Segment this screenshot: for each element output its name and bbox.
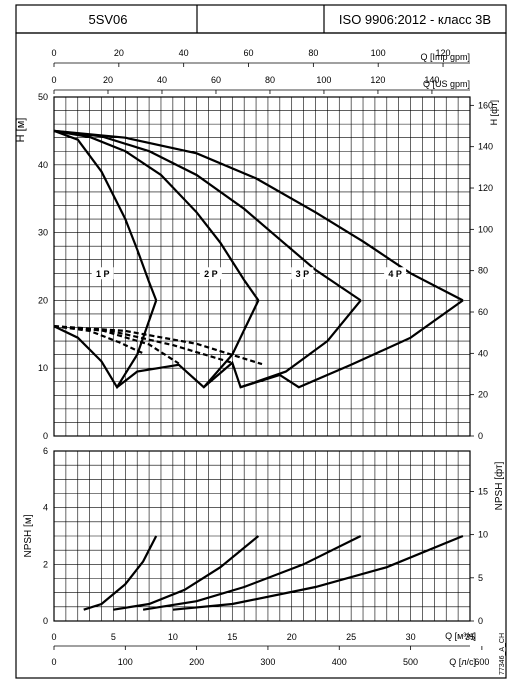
series-line-11 (53, 325, 263, 366)
y2-tick-label: 5 (478, 573, 483, 583)
x-tick-label: 10 (168, 632, 178, 642)
y-tick-label: 0 (43, 431, 48, 441)
q-m3h-axis-label: Q [м³/ч] (445, 631, 476, 641)
head-y2-axis-label: H [фт] (489, 100, 499, 125)
y2-tick-label: 20 (478, 390, 488, 400)
top-axis-tick-label: 40 (157, 75, 167, 85)
top-axis-tick-label: 20 (114, 48, 124, 58)
lps-tick-label: 500 (403, 657, 418, 667)
top-axis-tick-label: 100 (316, 75, 331, 85)
us-gpm-axis-label: Q [US gpm] (423, 79, 470, 89)
y2-tick-label: 160 (478, 100, 493, 110)
series-label: 1 P (96, 269, 110, 279)
series-label-bg (91, 267, 114, 280)
series-label: 3 P (296, 269, 310, 279)
lps-tick-label: 100 (118, 657, 133, 667)
series-label-bg (199, 267, 222, 280)
figure-frame (15, 32, 507, 679)
x-tick-label: 15 (227, 632, 237, 642)
y-tick-label: 4 (43, 503, 48, 513)
y-tick-label: 10 (38, 363, 48, 373)
lps-tick-label: 200 (189, 657, 204, 667)
top-axis-tick-label: 120 (436, 48, 451, 58)
q-lps-axis-label: Q [л/с] (449, 657, 476, 667)
top-axis-tick-label: 80 (265, 75, 275, 85)
x-tick-label: 20 (287, 632, 297, 642)
y-tick-label: 50 (38, 92, 48, 102)
series-line-5 (116, 299, 260, 389)
head-series-group: 1 P 2 P 3 P 4 P (53, 129, 464, 390)
lps-tick-label: 600 (474, 657, 489, 667)
y2-tick-label: 0 (478, 616, 483, 626)
series-label-bg (384, 267, 407, 280)
top-axis-tick-label: 0 (51, 75, 56, 85)
series-line-1 (53, 129, 260, 302)
standard-label: ISO 9906:2012 - класс 3B (339, 12, 491, 27)
y2-tick-label: 15 (478, 486, 488, 496)
x-tick-label: 0 (51, 632, 56, 642)
x-tick-label: 35 (465, 632, 475, 642)
series-line-0 (83, 535, 158, 611)
model-name: 5SV06 (88, 12, 127, 27)
npsh-y-axis-label: NPSH [м] (23, 514, 34, 557)
lps-tick-label: 300 (260, 657, 275, 667)
series-line-6 (203, 299, 362, 389)
series-line-0 (53, 129, 158, 301)
top-axis-tick-label: 100 (371, 48, 386, 58)
x-tick-label: 25 (346, 632, 356, 642)
y2-tick-label: 100 (478, 224, 493, 234)
y2-tick-label: 10 (478, 530, 488, 540)
header-table: 5SV06 ISO 9906:2012 - класс 3B (15, 4, 507, 34)
drawing-code: 77346_A_CH (499, 633, 506, 675)
top-axis-tick-label: 80 (308, 48, 318, 58)
series-label-bg (291, 267, 314, 280)
head-plot-frame (53, 96, 471, 437)
y-tick-label: 20 (38, 295, 48, 305)
y-tick-label: 30 (38, 228, 48, 238)
y-tick-label: 2 (43, 559, 48, 569)
lps-tick-label: 0 (51, 657, 56, 667)
npsh-y2-axis-label: NPSH [фт] (493, 461, 505, 510)
top-axis-tick-label: 40 (179, 48, 189, 58)
top-axis-tick-label: 60 (244, 48, 254, 58)
y2-tick-label: 0 (478, 431, 483, 441)
y-tick-label: 0 (43, 616, 48, 626)
top-axis-tick-label: 0 (51, 48, 56, 58)
series-label: 4 P (388, 269, 402, 279)
series-line-4 (53, 300, 158, 390)
series-label: 2 P (204, 269, 218, 279)
npsh-plot-frame (53, 450, 471, 622)
top-axis-tick-label: 120 (370, 75, 385, 85)
series-line-3 (172, 534, 464, 611)
imp-gpm-axis-label: Q [Imp gpm] (420, 52, 470, 62)
series-line-7 (240, 299, 464, 389)
top-axis-tick-label: 140 (424, 75, 439, 85)
series-line-9 (53, 325, 180, 365)
y2-tick-label: 80 (478, 266, 488, 276)
y2-tick-label: 140 (478, 142, 493, 152)
x-tick-label: 30 (406, 632, 416, 642)
x-tick-label: 5 (111, 632, 116, 642)
series-line-2 (53, 129, 362, 302)
series-line-2 (142, 535, 362, 611)
series-line-10 (53, 325, 233, 364)
y2-tick-label: 40 (478, 348, 488, 358)
npsh-series-group (83, 534, 464, 611)
y-tick-label: 40 (38, 160, 48, 170)
y2-tick-label: 120 (478, 183, 493, 193)
npsh-grid (53, 450, 471, 622)
lps-tick-label: 400 (332, 657, 347, 667)
y2-tick-label: 60 (478, 307, 488, 317)
top-axis-tick-label: 20 (103, 75, 113, 85)
head-y-axis-label: H [м] (15, 118, 27, 143)
series-line-1 (113, 535, 260, 611)
y-tick-label: 6 (43, 446, 48, 456)
top-axis-tick-label: 60 (211, 75, 221, 85)
